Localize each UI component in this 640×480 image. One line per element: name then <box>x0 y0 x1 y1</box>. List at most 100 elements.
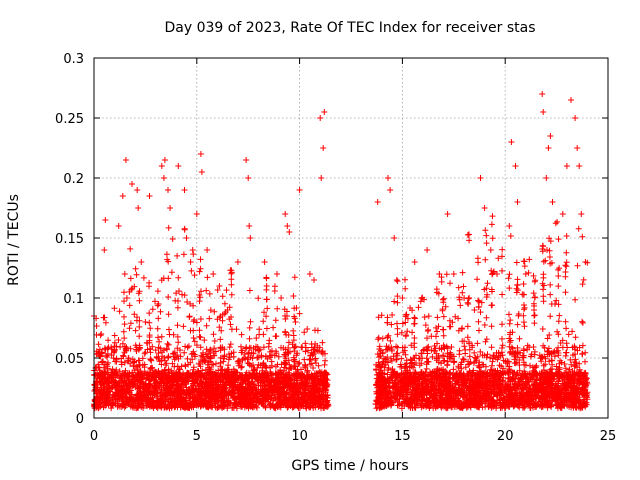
data-point <box>217 336 224 343</box>
data-point <box>246 335 253 342</box>
data-point <box>219 317 226 324</box>
data-point <box>228 276 235 283</box>
data-point <box>130 363 137 370</box>
data-point <box>216 324 223 331</box>
data-point <box>266 337 273 344</box>
data-point <box>175 274 182 281</box>
data-point <box>134 366 141 373</box>
data-point <box>190 335 197 341</box>
data-point <box>301 356 308 363</box>
data-point <box>132 265 139 272</box>
data-point <box>190 251 197 258</box>
data-point <box>186 313 193 320</box>
data-point <box>141 350 148 357</box>
data-point <box>264 305 271 312</box>
data-point <box>154 288 161 295</box>
data-point <box>282 360 289 367</box>
data-point <box>115 337 122 343</box>
data-point <box>254 404 260 411</box>
data-point <box>196 327 203 334</box>
data-point <box>121 298 127 305</box>
data-point <box>126 325 133 332</box>
data-point <box>219 293 226 300</box>
data-point <box>180 323 187 330</box>
data-point <box>149 306 156 313</box>
data-point <box>127 320 134 327</box>
data-point <box>563 249 570 256</box>
data-point <box>272 333 279 340</box>
data-point <box>136 333 143 340</box>
data-point <box>270 324 277 331</box>
data-point <box>127 245 134 252</box>
data-point <box>542 257 549 264</box>
data-point <box>111 305 118 312</box>
data-point <box>126 302 133 309</box>
data-point <box>188 267 195 274</box>
data-point <box>474 276 481 283</box>
data-point <box>157 308 164 315</box>
data-point <box>225 362 232 369</box>
data-point <box>158 333 165 340</box>
data-point <box>174 252 181 259</box>
data-points <box>91 91 591 412</box>
data-point <box>197 256 204 263</box>
data-point <box>238 363 245 370</box>
data-point <box>214 287 221 293</box>
data-point <box>156 338 163 345</box>
data-point <box>507 233 514 239</box>
data-point <box>263 275 270 282</box>
data-point <box>565 331 572 338</box>
data-point <box>579 233 586 240</box>
data-point <box>312 327 318 334</box>
data-point <box>282 328 289 335</box>
data-point <box>201 337 208 344</box>
data-point <box>165 354 172 361</box>
data-point <box>203 322 210 329</box>
data-point <box>474 340 481 347</box>
data-point <box>133 271 140 278</box>
data-point <box>147 356 154 362</box>
data-point <box>228 281 235 288</box>
data-point <box>193 342 200 349</box>
data-point <box>111 332 118 339</box>
data-point <box>319 339 326 346</box>
data-point <box>206 315 213 322</box>
data-point <box>197 265 204 272</box>
data-point <box>221 300 228 307</box>
data-point <box>210 331 217 338</box>
data-point <box>304 326 311 332</box>
data-point <box>213 360 219 367</box>
data-point <box>155 350 162 357</box>
data-point <box>101 314 108 321</box>
data-point <box>227 321 234 328</box>
data-point <box>146 279 153 286</box>
data-point <box>255 295 262 302</box>
data-point <box>554 218 561 225</box>
data-point <box>415 304 422 311</box>
data-point <box>174 322 181 329</box>
data-point <box>466 353 473 360</box>
data-point <box>261 309 267 316</box>
data-point <box>228 291 235 298</box>
data-point <box>164 340 171 347</box>
data-point <box>459 269 466 276</box>
data-point <box>146 310 153 317</box>
data-point <box>217 360 224 366</box>
data-point <box>136 323 143 330</box>
data-point <box>127 275 134 282</box>
data-point <box>302 340 309 347</box>
data-point <box>457 302 464 309</box>
chart-title: Day 039 of 2023, Rate Of TEC Index for r… <box>164 20 535 36</box>
data-point <box>155 334 161 341</box>
data-point <box>181 226 188 233</box>
data-point <box>379 335 386 342</box>
data-point <box>561 361 568 367</box>
data-point <box>190 318 197 325</box>
data-point <box>238 331 245 338</box>
data-point <box>404 328 411 335</box>
data-point <box>175 298 181 304</box>
data-point <box>121 335 128 342</box>
data-point <box>165 311 172 318</box>
data-point <box>165 275 172 282</box>
